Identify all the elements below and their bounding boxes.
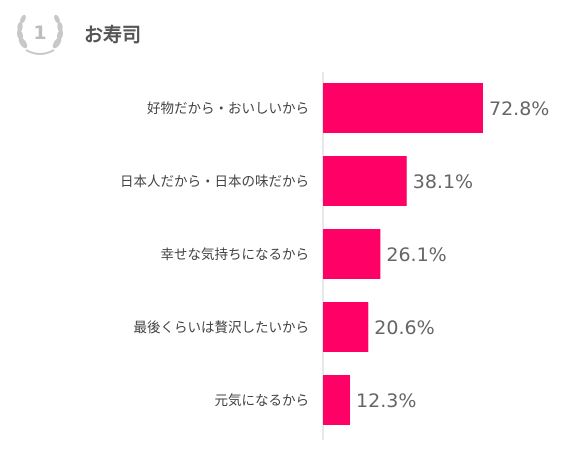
bar-2 [323, 156, 407, 206]
bar-5 [323, 375, 351, 425]
bar-4 [323, 302, 369, 352]
value-label-2: 38.1% [413, 171, 473, 193]
value-label-4: 20.6% [374, 317, 434, 339]
chart-title: お寿司 [84, 23, 142, 46]
value-label-3: 26.1% [386, 244, 446, 266]
laurel-wreath-icon [16, 14, 64, 55]
category-label-4: 最後くらいは贅沢したいから [134, 319, 310, 336]
rank-badge: 1 [12, 6, 68, 60]
rank-number: 1 [33, 22, 47, 44]
bar-1 [323, 83, 483, 133]
value-label-1: 72.8% [489, 98, 549, 120]
category-label-1: 好物だから・おいしいから [147, 101, 309, 117]
category-label-3: 幸せな気持ちになるから [161, 247, 310, 263]
chart-header: 1 お寿司 [12, 6, 141, 60]
category-label-5: 元気になるから [215, 393, 310, 409]
value-label-5: 12.3% [356, 390, 416, 412]
category-label-2: 日本人だから・日本の味だから [120, 174, 309, 190]
bar-3 [323, 229, 381, 279]
